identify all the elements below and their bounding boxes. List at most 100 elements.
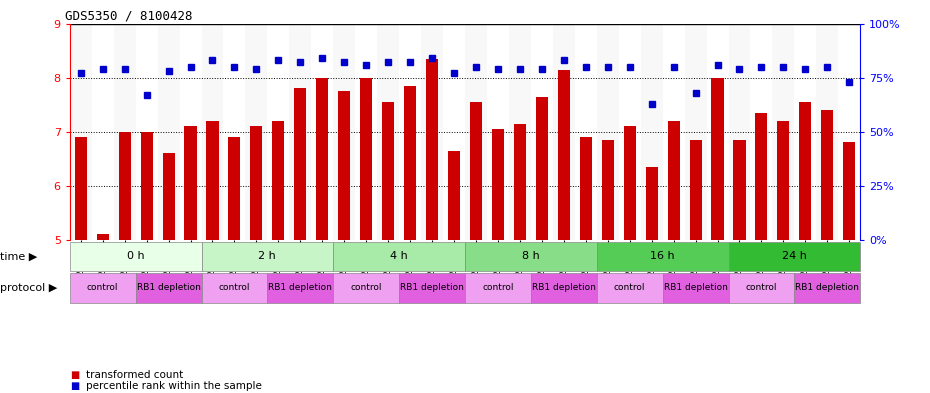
Bar <box>267 273 333 303</box>
Text: control: control <box>614 283 645 292</box>
Text: 16 h: 16 h <box>650 252 675 261</box>
Bar <box>514 123 526 240</box>
Bar <box>662 24 684 240</box>
Bar <box>250 126 262 240</box>
Bar <box>707 24 728 240</box>
Bar <box>794 273 860 303</box>
Bar <box>272 121 285 240</box>
Bar <box>755 113 767 240</box>
Bar <box>426 59 438 240</box>
Text: control: control <box>86 283 118 292</box>
Text: control: control <box>219 283 250 292</box>
Bar <box>316 77 328 240</box>
Bar <box>668 121 680 240</box>
Bar <box>399 24 421 240</box>
Bar <box>821 110 833 240</box>
Bar <box>465 242 597 271</box>
Text: control: control <box>482 283 513 292</box>
Bar <box>382 102 394 240</box>
Bar <box>202 242 333 271</box>
Bar <box>558 70 570 240</box>
Text: 0 h: 0 h <box>126 252 144 261</box>
Bar <box>838 24 860 240</box>
Bar <box>817 24 838 240</box>
Bar <box>751 24 773 240</box>
Bar <box>465 273 531 303</box>
Bar <box>618 24 641 240</box>
Bar <box>773 24 794 240</box>
Bar <box>728 242 860 271</box>
Bar <box>597 24 618 240</box>
Bar <box>597 242 728 271</box>
Bar <box>140 132 153 240</box>
Bar <box>531 273 597 303</box>
Bar <box>97 234 109 240</box>
Bar <box>448 151 460 240</box>
Bar <box>360 77 372 240</box>
Bar <box>487 24 509 240</box>
Text: 8 h: 8 h <box>522 252 539 261</box>
Bar <box>711 77 724 240</box>
Bar <box>339 91 351 240</box>
Bar <box>136 273 202 303</box>
Bar <box>113 24 136 240</box>
Bar <box>92 24 113 240</box>
Bar <box>597 273 662 303</box>
Text: 24 h: 24 h <box>782 252 807 261</box>
Bar <box>223 24 246 240</box>
Bar <box>163 153 175 240</box>
Text: time ▶: time ▶ <box>0 252 37 261</box>
Bar <box>552 24 575 240</box>
Text: RB1 depletion: RB1 depletion <box>137 283 201 292</box>
Text: ■: ■ <box>70 381 79 391</box>
Bar <box>575 24 597 240</box>
Bar <box>421 24 443 240</box>
Bar <box>119 132 131 240</box>
Bar <box>492 129 504 240</box>
Bar <box>689 140 701 240</box>
Bar <box>509 24 531 240</box>
Text: RB1 depletion: RB1 depletion <box>532 283 596 292</box>
Text: 4 h: 4 h <box>391 252 408 261</box>
Text: transformed count: transformed count <box>86 370 184 380</box>
Bar <box>624 126 636 240</box>
Bar <box>202 24 223 240</box>
Bar <box>536 97 548 240</box>
Bar <box>662 273 728 303</box>
Bar <box>333 273 399 303</box>
Text: RB1 depletion: RB1 depletion <box>664 283 727 292</box>
Text: control: control <box>746 283 777 292</box>
Bar <box>333 24 355 240</box>
Bar <box>333 242 465 271</box>
Bar <box>399 273 465 303</box>
Bar <box>465 24 487 240</box>
Text: percentile rank within the sample: percentile rank within the sample <box>86 381 262 391</box>
Bar <box>734 140 746 240</box>
Bar <box>74 137 86 240</box>
Text: RB1 depletion: RB1 depletion <box>400 283 464 292</box>
Text: 2 h: 2 h <box>259 252 276 261</box>
Bar <box>294 88 306 240</box>
Bar <box>202 273 267 303</box>
Bar <box>579 137 591 240</box>
Bar <box>267 24 289 240</box>
Bar <box>70 273 136 303</box>
Bar <box>157 24 179 240</box>
Bar <box>728 273 794 303</box>
Bar <box>794 24 817 240</box>
Text: protocol ▶: protocol ▶ <box>0 283 58 293</box>
Bar <box>443 24 465 240</box>
Bar <box>70 242 202 271</box>
Bar <box>531 24 552 240</box>
Text: ■: ■ <box>70 370 79 380</box>
Bar <box>844 142 856 240</box>
Bar <box>645 167 658 240</box>
Bar <box>684 24 707 240</box>
Text: RB1 depletion: RB1 depletion <box>269 283 332 292</box>
Bar <box>728 24 751 240</box>
Bar <box>289 24 312 240</box>
Bar <box>777 121 790 240</box>
Bar <box>184 126 196 240</box>
Bar <box>179 24 202 240</box>
Bar <box>136 24 157 240</box>
